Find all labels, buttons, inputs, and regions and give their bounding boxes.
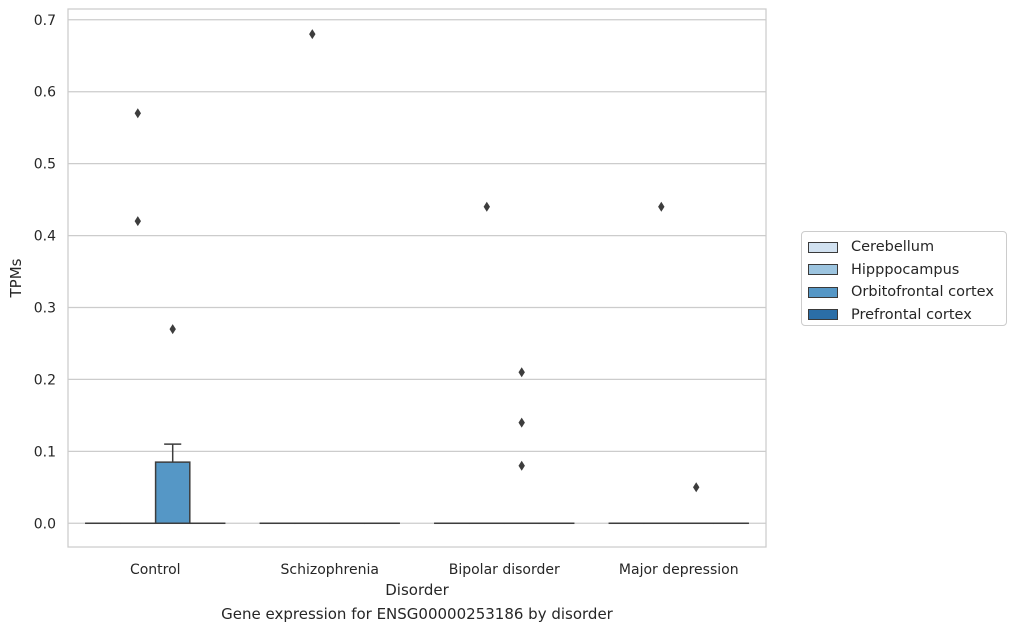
legend: Cerebellum Hipppocampus Orbitofrontal co… xyxy=(801,231,1007,326)
outlier-point xyxy=(518,417,525,428)
legend-swatch xyxy=(808,241,838,253)
outlier-point xyxy=(134,108,141,119)
y-tick-label: 0.5 xyxy=(34,157,56,173)
y-tick-label: 0.2 xyxy=(34,372,56,388)
y-axis-label: TPMs xyxy=(7,258,25,298)
legend-label: Orbitofrontal cortex xyxy=(851,284,994,301)
legend-swatch xyxy=(808,309,838,321)
outlier-point xyxy=(693,482,700,493)
box-2-0 xyxy=(154,461,191,525)
legend-label: Hipppocampus xyxy=(851,261,960,278)
outlier-point xyxy=(169,324,176,335)
x-axis-ticks: Control Schizophrenia Bipolar disorder Majo… xyxy=(130,562,739,578)
x-tick-label: Control xyxy=(130,562,181,578)
legend-swatch xyxy=(808,286,838,298)
legend-swatch xyxy=(808,264,838,276)
y-tick-label: 0.7 xyxy=(34,13,56,29)
y-axis-ticks: 0.0 0.1 0.2 0.3 0.4 0.5 0.6 0.7 xyxy=(34,13,56,532)
outlier-point xyxy=(134,216,141,227)
legend-item: Prefrontal cortex xyxy=(802,304,1006,327)
legend-label: Prefrontal cortex xyxy=(851,306,972,323)
outliers xyxy=(134,29,700,493)
y-tick-label: 0.4 xyxy=(34,229,56,245)
x-tick-label: Bipolar disorder xyxy=(449,562,560,578)
outlier-point xyxy=(309,29,316,40)
legend-label: Cerebellum xyxy=(851,239,935,256)
legend-item: Hipppocampus xyxy=(802,259,1006,282)
outlier-point xyxy=(518,460,525,471)
y-tick-label: 0.0 xyxy=(34,516,56,532)
x-tick-label: Schizophrenia xyxy=(281,562,379,578)
chart-caption: Gene expression for ENSG00000253186 by d… xyxy=(221,605,613,623)
legend-item: Orbitofrontal cortex xyxy=(802,281,1006,304)
outlier-point xyxy=(483,201,490,212)
y-tick-label: 0.3 xyxy=(34,300,56,316)
gridlines xyxy=(68,19,766,524)
x-tick-label: Major depression xyxy=(619,562,739,578)
boxes xyxy=(85,443,749,525)
plot-frame xyxy=(67,8,767,548)
legend-item: Cerebellum xyxy=(802,236,1006,259)
x-axis-label: Disorder xyxy=(385,581,449,599)
y-tick-label: 0.6 xyxy=(34,85,56,101)
outlier-point xyxy=(518,367,525,378)
y-tick-label: 0.1 xyxy=(34,444,56,460)
outlier-point xyxy=(658,201,665,212)
